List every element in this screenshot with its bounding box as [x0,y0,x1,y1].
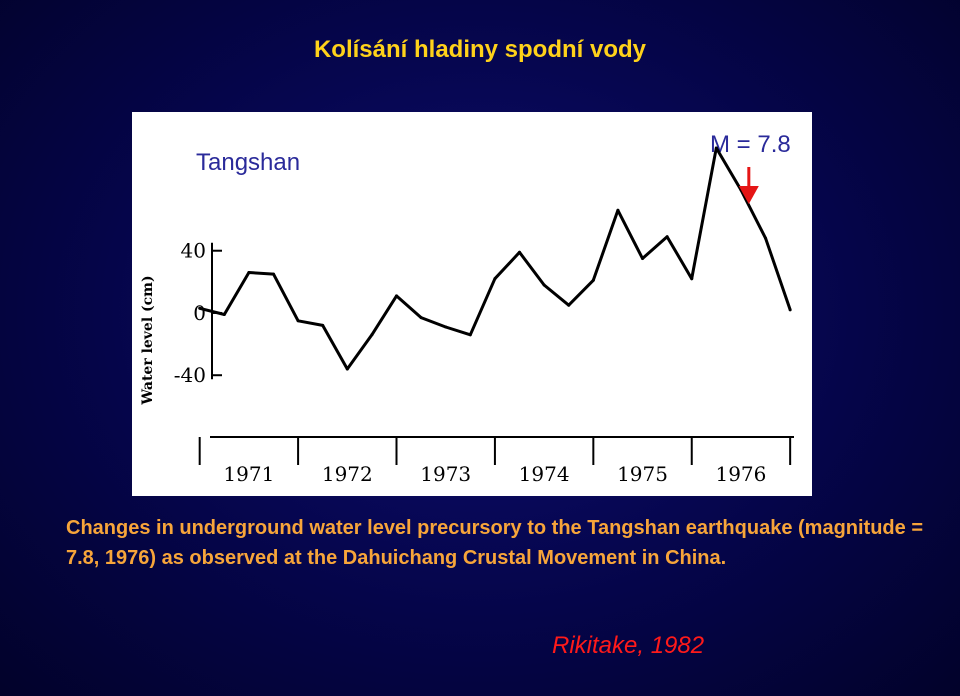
data-point [419,316,423,320]
data-point [788,308,792,312]
data-point [690,277,694,281]
data-point [444,325,448,329]
water-level-chart: Tangshan M = 7.8 Water level (cm) 40 0 -40… [140,131,794,486]
series-layer [198,146,792,371]
data-point [198,306,202,310]
y-tick-label: -40 [174,363,206,387]
data-point [493,277,497,281]
data-point [370,333,374,337]
citation: Rikitake, 1982 [552,632,705,659]
x-tick-label: 1971 [223,462,274,486]
water-level-line [199,146,792,371]
data-point [764,236,768,240]
data-point [616,208,620,212]
x-tick-label: 1974 [519,462,570,486]
x-tick-label: 1976 [715,462,766,486]
y-tick-label: 40 [181,239,206,263]
data-point [395,294,399,298]
y-tick-label: 0 [193,301,206,325]
earthquake-arrow-head [738,186,759,204]
data-point [665,235,669,239]
axes-layer: 40 0 -40 1971 1972 1973 1974 1975 1976 [174,239,794,486]
y-axis-label-group: Water level (cm) [140,275,156,405]
data-point [542,283,546,287]
data-point [222,313,226,317]
data-point [296,319,300,323]
x-tick-label: 1972 [322,462,373,486]
data-point [714,146,718,150]
x-tick-label: 1975 [617,462,668,486]
data-point [271,272,275,276]
figure-caption: Changes in underground water level precu… [66,517,924,569]
y-axis-label: Water level (cm) [140,275,156,405]
data-point [591,278,595,282]
x-tick-label: 1973 [420,462,471,486]
data-point [468,333,472,337]
chart-title: Tangshan [196,149,300,176]
data-point [641,257,645,260]
data-point [247,271,251,275]
data-point [345,367,349,371]
magnitude-annotation: M = 7.8 [710,131,791,158]
chart-panel: Tangshan M = 7.8 Water level (cm) 40 0 -40… [132,112,812,496]
marker-layer [738,167,759,204]
data-point [567,303,571,307]
slide-title: Kolísání hladiny spodní vody [313,36,647,63]
data-point [321,323,325,327]
data-point [518,250,522,254]
